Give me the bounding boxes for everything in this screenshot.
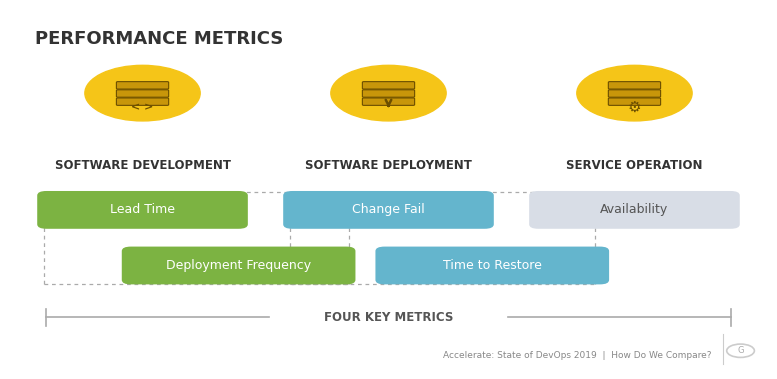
FancyBboxPatch shape [529,191,740,229]
FancyBboxPatch shape [117,90,169,97]
FancyBboxPatch shape [117,98,169,105]
Text: Time to Restore: Time to Restore [443,259,542,272]
Text: PERFORMANCE METRICS: PERFORMANCE METRICS [35,30,284,48]
FancyBboxPatch shape [362,98,415,105]
Text: Lead Time: Lead Time [110,204,175,216]
FancyBboxPatch shape [608,90,660,97]
Circle shape [85,65,200,121]
FancyBboxPatch shape [37,191,248,229]
FancyBboxPatch shape [375,247,609,284]
FancyBboxPatch shape [117,81,169,89]
Text: Availability: Availability [601,204,668,216]
Text: SERVICE OPERATION: SERVICE OPERATION [566,159,702,172]
Text: ⚙: ⚙ [628,100,641,115]
Text: FOUR KEY METRICS: FOUR KEY METRICS [324,311,453,324]
Text: G: G [737,346,744,355]
FancyBboxPatch shape [608,81,660,89]
Text: Change Fail: Change Fail [352,204,425,216]
Circle shape [577,65,692,121]
Text: < >: < > [131,102,154,112]
FancyBboxPatch shape [362,81,415,89]
Text: Accelerate: State of DevOps 2019  |  How Do We Compare?: Accelerate: State of DevOps 2019 | How D… [443,351,711,360]
FancyBboxPatch shape [362,90,415,97]
FancyBboxPatch shape [608,98,660,105]
Text: SOFTWARE DEVELOPMENT: SOFTWARE DEVELOPMENT [54,159,231,172]
Text: SOFTWARE DEPLOYMENT: SOFTWARE DEPLOYMENT [305,159,472,172]
FancyBboxPatch shape [122,247,355,284]
FancyBboxPatch shape [283,191,494,229]
Text: Deployment Frequency: Deployment Frequency [166,259,311,272]
Circle shape [331,65,446,121]
